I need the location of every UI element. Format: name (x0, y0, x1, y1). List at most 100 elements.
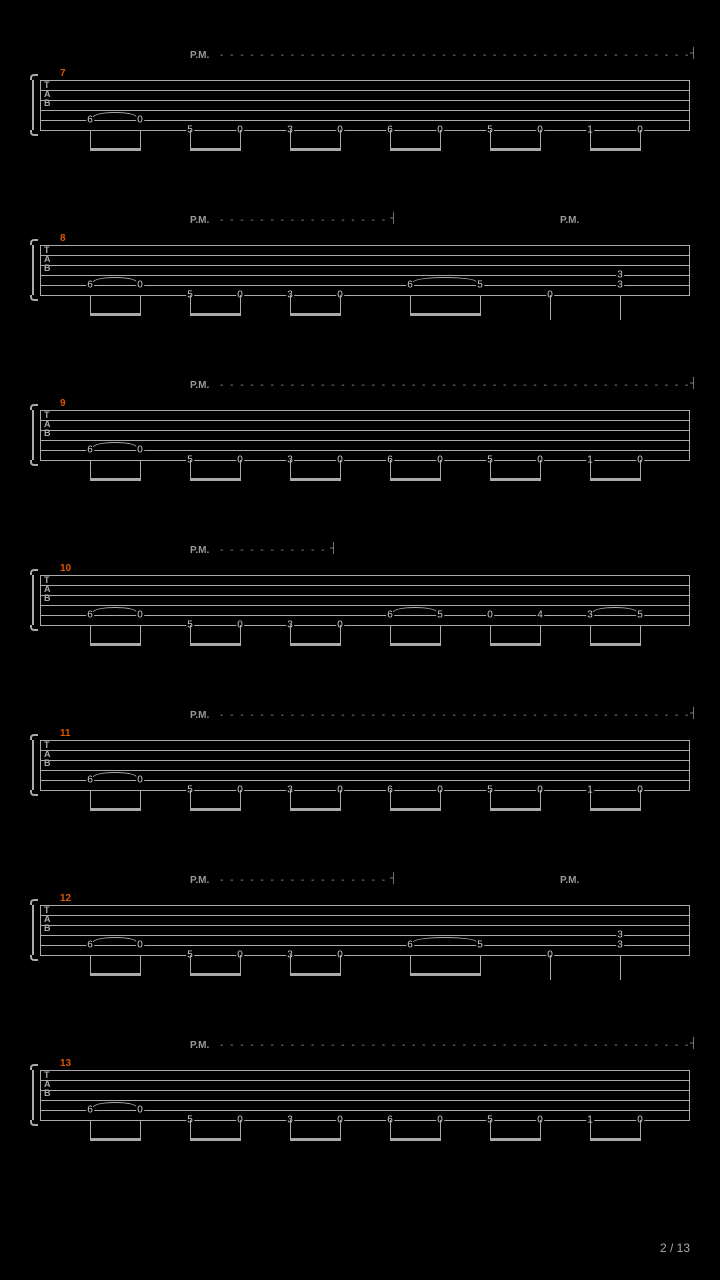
staff-line (40, 275, 690, 276)
stem (190, 790, 191, 810)
beam (490, 643, 541, 646)
barline (689, 575, 690, 625)
stem (490, 1120, 491, 1140)
stem (340, 1120, 341, 1140)
staff-line (40, 575, 690, 576)
tie-arc (393, 607, 437, 612)
beam (290, 808, 341, 811)
stem (390, 130, 391, 150)
stem (190, 625, 191, 645)
beam (90, 313, 141, 316)
stem (390, 1120, 391, 1140)
beam (290, 973, 341, 976)
stem (550, 955, 551, 980)
pm-label: P.M. (190, 545, 209, 556)
beam (190, 313, 241, 316)
stem (290, 460, 291, 480)
stem (490, 790, 491, 810)
rhythm-stems (40, 130, 690, 160)
barline (40, 740, 41, 790)
measure-block: P.M.- - - - - - - - - - - - - - - - - - … (30, 215, 690, 375)
tie-arc (413, 937, 477, 942)
measure-number: 13 (60, 1058, 71, 1069)
stem (340, 460, 341, 480)
stem (540, 625, 541, 645)
stem (640, 790, 641, 810)
staff: 60503065033 (40, 245, 690, 295)
beam (290, 1138, 341, 1141)
pm-dashes: - - - - - - - - - - - - - - - - - - - - … (220, 1040, 690, 1051)
stem (540, 1120, 541, 1140)
stem (490, 625, 491, 645)
barline (689, 740, 690, 790)
fret-number: 0 (136, 115, 144, 126)
pm-end: ┤ (690, 48, 697, 59)
fret-number: 5 (436, 610, 444, 621)
fret-number: 4 (536, 610, 544, 621)
beam (290, 643, 341, 646)
staff-line (40, 1080, 690, 1081)
stem (290, 790, 291, 810)
beam (590, 643, 641, 646)
pm-dashes: - - - - - - - - - - - - - (220, 545, 330, 556)
beam (490, 148, 541, 151)
staff-line (40, 740, 690, 741)
stem (590, 130, 591, 150)
staff-line (40, 770, 690, 771)
staff-bracket (30, 80, 38, 130)
beam (490, 1138, 541, 1141)
beam (490, 808, 541, 811)
staff-bracket (30, 905, 38, 955)
tie-arc (93, 607, 137, 612)
stem (240, 1120, 241, 1140)
rhythm-stems (40, 790, 690, 820)
beam (490, 478, 541, 481)
rhythm-stems (40, 460, 690, 490)
staff-bracket (30, 1070, 38, 1120)
beam (390, 1138, 441, 1141)
tie-arc (93, 772, 137, 777)
beam (290, 148, 341, 151)
staff-line (40, 90, 690, 91)
rhythm-stems (40, 295, 690, 325)
beam (90, 643, 141, 646)
fret-number: 0 (136, 445, 144, 456)
pm-dashes: - - - - - - - - - - - - - - - - - - - - … (220, 710, 690, 721)
stem (480, 955, 481, 975)
beam (190, 1138, 241, 1141)
staff-line (40, 440, 690, 441)
stem (240, 295, 241, 315)
fret-number: 5 (476, 940, 484, 951)
measure-block: P.M.- - - - - - - - - - - - - - - - - - … (30, 1040, 690, 1200)
stem (640, 625, 641, 645)
staff-line (40, 605, 690, 606)
stem (190, 955, 191, 975)
tie-arc (593, 607, 637, 612)
stem (140, 790, 141, 810)
staff-line (40, 925, 690, 926)
tie-arc (413, 277, 477, 282)
stem (440, 1120, 441, 1140)
beam (590, 808, 641, 811)
pm-end: ┤ (390, 213, 397, 224)
pm-label: P.M. (560, 215, 579, 226)
beam (190, 148, 241, 151)
stem (90, 790, 91, 810)
stem (290, 1120, 291, 1140)
barline (689, 410, 690, 460)
staff-bracket (30, 410, 38, 460)
stem (390, 460, 391, 480)
stem (490, 460, 491, 480)
barline (40, 905, 41, 955)
beam (190, 973, 241, 976)
stem (140, 130, 141, 150)
measure-block: P.M.- - - - - - - - - - - - - - - - - - … (30, 380, 690, 540)
stem (620, 955, 621, 980)
staff: 605030650435 (40, 575, 690, 625)
tie-arc (93, 1102, 137, 1107)
pm-label: P.M. (190, 875, 209, 886)
stem (410, 295, 411, 315)
tie-arc (93, 937, 137, 942)
beam (390, 478, 441, 481)
measure-block: P.M.- - - - - - - - - - - - - - - - - - … (30, 50, 690, 210)
